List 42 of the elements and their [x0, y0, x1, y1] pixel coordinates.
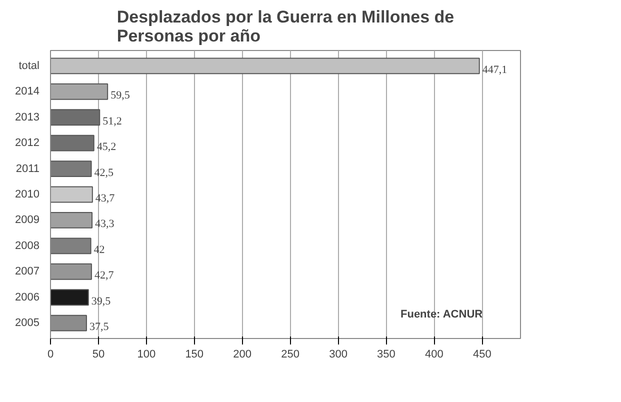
y-tick-label: 2011 — [16, 162, 40, 175]
y-tick-label: 2014 — [15, 86, 40, 98]
bar — [50, 212, 93, 228]
x-tick-label: 0 — [47, 348, 54, 360]
data-label: 43,3 — [95, 218, 115, 230]
annotation: Fuente: ACNUR — [400, 308, 483, 320]
x-tick-label: 350 — [377, 348, 396, 360]
y-tick-label: 2013 — [15, 111, 40, 124]
bar — [50, 289, 89, 306]
x-tick-label: 300 — [329, 348, 348, 360]
x-tick-label: 400 — [424, 348, 444, 360]
bar — [50, 186, 93, 203]
y-tick-label: 2012 — [15, 137, 40, 150]
y-tick-label: 2010 — [15, 188, 40, 200]
x-tick-label: 150 — [185, 348, 204, 360]
y-tick-label: total — [18, 60, 40, 72]
data-label: 447,1 — [482, 64, 508, 76]
x-tick-label: 450 — [472, 348, 492, 360]
x-tick-label: 200 — [233, 348, 252, 360]
bar — [50, 134, 94, 152]
y-tick-label: 2009 — [15, 214, 40, 226]
data-label: 59,5 — [110, 90, 130, 102]
bar — [50, 109, 100, 126]
bar — [50, 160, 92, 177]
y-tick-label: 2008 — [15, 240, 40, 252]
data-label: 37,5 — [89, 321, 110, 334]
y-tick-label: 2005 — [15, 317, 40, 330]
data-label: 42,7 — [94, 270, 114, 282]
y-tick-label: 2007 — [15, 266, 40, 278]
data-label: 43,7 — [95, 192, 116, 204]
data-label: 51,2 — [102, 115, 122, 128]
bar — [50, 58, 480, 74]
data-label: 42,5 — [94, 166, 114, 179]
data-label: 42 — [94, 244, 105, 256]
x-tick-label: 50 — [92, 348, 105, 360]
data-label: 45,2 — [96, 141, 116, 154]
bar — [50, 263, 92, 280]
x-tick-label: 250 — [281, 348, 300, 360]
y-tick-label: 2006 — [15, 291, 40, 304]
chart-title: Desplazados por la Guerra en Millones de Personas por año — [116, 8, 454, 46]
x-tick-label: 100 — [137, 348, 156, 360]
data-label: 39,5 — [91, 295, 112, 308]
